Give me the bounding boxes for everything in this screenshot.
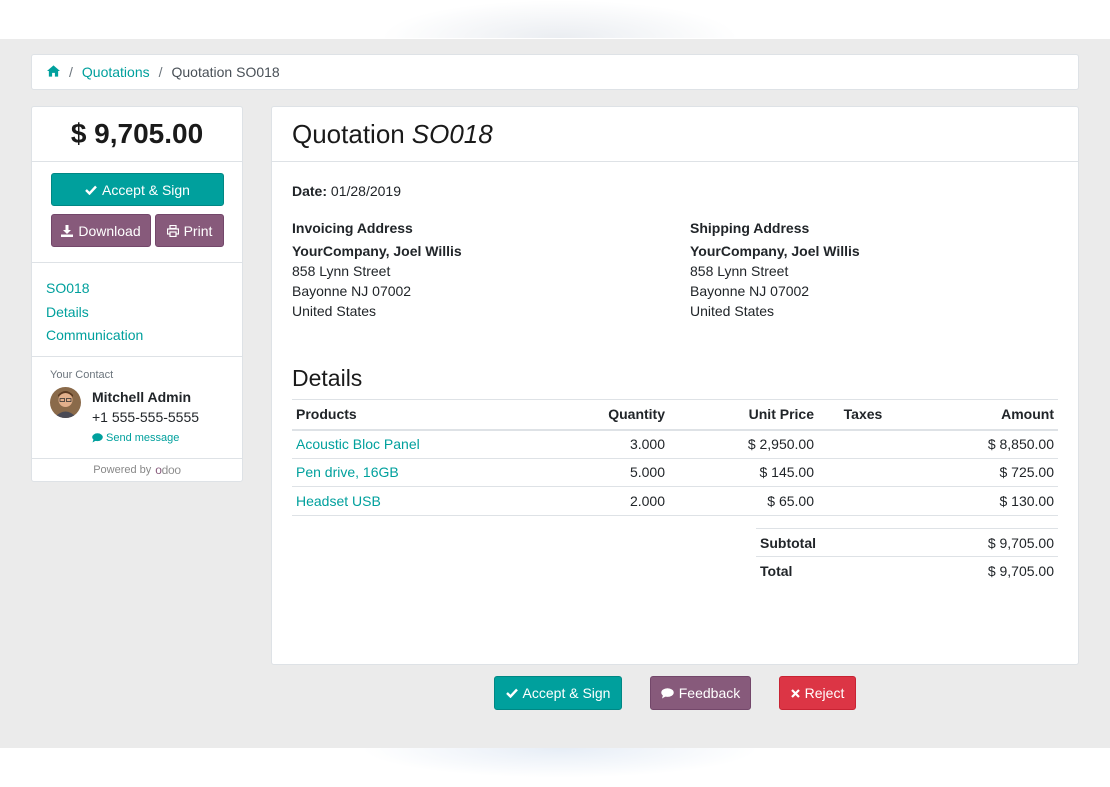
print-icon bbox=[166, 224, 179, 237]
line-taxes bbox=[818, 486, 908, 516]
odoo-logo: odoo bbox=[155, 463, 181, 477]
check-icon bbox=[85, 185, 97, 195]
line-taxes bbox=[818, 458, 908, 487]
sidebar-item-communication[interactable]: Communication bbox=[46, 327, 144, 343]
column-unit-price: Unit Price bbox=[669, 399, 818, 431]
reject-button[interactable]: Reject bbox=[779, 676, 856, 710]
line-taxes bbox=[818, 429, 908, 459]
invoicing-city: Bayonne NJ 07002 bbox=[292, 283, 412, 299]
breadcrumb-separator: / bbox=[69, 64, 73, 80]
column-taxes: Taxes bbox=[818, 399, 908, 431]
close-icon bbox=[790, 688, 800, 698]
shipping-country: United States bbox=[690, 303, 775, 319]
product-link[interactable]: Headset USB bbox=[296, 492, 381, 509]
portal-page: / Quotations / Quotation SO018 $ 9,705.0… bbox=[0, 39, 1110, 748]
quotation-number: SO018 bbox=[411, 118, 493, 149]
send-message-link[interactable]: Send message bbox=[92, 432, 179, 444]
subtotal-value: $ 9,705.00 bbox=[895, 528, 1058, 557]
line-unit-price: $ 2,950.00 bbox=[669, 429, 818, 459]
comment-icon bbox=[92, 433, 103, 443]
feedback-label: Feedback bbox=[678, 685, 741, 701]
powered-by-label: Powered by bbox=[93, 464, 152, 476]
invoicing-country: United States bbox=[292, 303, 377, 319]
footer-accept-sign-label: Accept & Sign bbox=[522, 685, 611, 701]
line-unit-price: $ 145.00 bbox=[669, 458, 818, 487]
footer-accept-sign-button[interactable]: Accept & Sign bbox=[494, 676, 622, 710]
sidebar-nav: SO018 Details Communication bbox=[32, 263, 242, 357]
date-label: Date: bbox=[292, 183, 328, 199]
print-button[interactable]: Print bbox=[155, 214, 224, 247]
table-row: Acoustic Bloc Panel 3.000 $ 2,950.00 $ 8… bbox=[292, 429, 1058, 459]
invoicing-name: YourCompany, Joel Willis bbox=[292, 243, 462, 259]
print-label: Print bbox=[183, 222, 213, 239]
quotation-sidebar: $ 9,705.00 Accept & Sign Download Print … bbox=[31, 106, 243, 482]
breadcrumb-quotations-link[interactable]: Quotations bbox=[81, 64, 150, 80]
total-value: $ 9,705.00 bbox=[895, 556, 1058, 585]
shipping-street: 858 Lynn Street bbox=[690, 263, 789, 279]
powered-by: Powered by odoo bbox=[32, 459, 242, 481]
sidebar-actions: Accept & Sign Download Print bbox=[32, 162, 242, 263]
home-icon bbox=[47, 65, 60, 77]
total-row: Total $ 9,705.00 bbox=[756, 556, 1058, 585]
accept-sign-label: Accept & Sign bbox=[102, 181, 190, 198]
line-amount: $ 130.00 bbox=[908, 486, 1058, 516]
product-link[interactable]: Pen drive, 16GB bbox=[296, 464, 399, 481]
sidebar-item-so018[interactable]: SO018 bbox=[46, 280, 90, 296]
total-label: Total bbox=[756, 556, 896, 585]
download-label: Download bbox=[78, 222, 141, 239]
totals-table: Subtotal $ 9,705.00 Total $ 9,705.00 bbox=[756, 528, 1058, 585]
contact-label: Your Contact bbox=[50, 369, 114, 381]
subtotal-row: Subtotal $ 9,705.00 bbox=[756, 528, 1058, 557]
breadcrumb: / Quotations / Quotation SO018 bbox=[31, 54, 1079, 90]
shipping-address-title: Shipping Address bbox=[690, 220, 810, 236]
invoicing-address: Invoicing Address YourCompany, Joel Will… bbox=[292, 218, 462, 321]
column-quantity: Quantity bbox=[574, 399, 669, 431]
contact-card: Your Contact Mitchell Admin +1 555-555-5… bbox=[32, 357, 242, 459]
line-amount: $ 8,850.00 bbox=[908, 429, 1058, 459]
home-link[interactable] bbox=[47, 64, 60, 80]
send-message-label: Send message bbox=[106, 432, 180, 444]
bottom-decoration bbox=[360, 748, 760, 778]
download-button[interactable]: Download bbox=[51, 214, 151, 247]
column-amount: Amount bbox=[908, 399, 1058, 431]
download-icon bbox=[61, 224, 74, 237]
table-header-row: Products Quantity Unit Price Taxes Amoun… bbox=[292, 399, 1058, 431]
top-decoration bbox=[380, 0, 740, 38]
shipping-address: Shipping Address YourCompany, Joel Willi… bbox=[690, 218, 860, 321]
invoicing-street: 858 Lynn Street bbox=[292, 263, 391, 279]
sidebar-item-details[interactable]: Details bbox=[46, 303, 89, 320]
accept-sign-button[interactable]: Accept & Sign bbox=[51, 173, 224, 206]
check-icon bbox=[505, 688, 518, 698]
reject-label: Reject bbox=[804, 685, 845, 701]
comment-icon bbox=[661, 687, 674, 698]
contact-name: Mitchell Admin bbox=[92, 389, 192, 405]
table-row: Pen drive, 16GB 5.000 $ 145.00 $ 725.00 bbox=[292, 458, 1058, 487]
breadcrumb-current: Quotation SO018 bbox=[171, 64, 280, 80]
quotation-date: Date: 01/28/2019 bbox=[292, 183, 401, 199]
subtotal-label: Subtotal bbox=[756, 528, 896, 557]
line-unit-price: $ 65.00 bbox=[669, 486, 818, 516]
line-quantity: 5.000 bbox=[574, 458, 669, 487]
breadcrumb-separator: / bbox=[158, 64, 163, 80]
quotation-title: Quotation SO018 bbox=[272, 107, 1078, 162]
shipping-name: YourCompany, Joel Willis bbox=[690, 243, 860, 259]
product-link[interactable]: Acoustic Bloc Panel bbox=[296, 436, 420, 452]
feedback-button[interactable]: Feedback bbox=[650, 676, 751, 710]
total-amount: $ 9,705.00 bbox=[32, 107, 242, 162]
contact-phone: +1 555-555-5555 bbox=[92, 409, 200, 425]
shipping-city: Bayonne NJ 07002 bbox=[690, 283, 810, 299]
line-quantity: 2.000 bbox=[574, 486, 669, 516]
column-products: Products bbox=[292, 399, 574, 431]
table-row: Headset USB 2.000 $ 65.00 $ 130.00 bbox=[292, 486, 1058, 516]
line-quantity: 3.000 bbox=[574, 429, 669, 459]
quotation-panel: Quotation SO018 Date: 01/28/2019 Invoici… bbox=[271, 106, 1079, 665]
line-amount: $ 725.00 bbox=[908, 458, 1058, 487]
invoicing-address-title: Invoicing Address bbox=[292, 220, 413, 236]
avatar bbox=[50, 387, 81, 418]
date-value: 01/28/2019 bbox=[330, 183, 401, 199]
quotation-title-prefix: Quotation bbox=[292, 118, 405, 149]
details-heading: Details bbox=[292, 365, 363, 391]
order-lines-table: Products Quantity Unit Price Taxes Amoun… bbox=[292, 399, 1058, 516]
